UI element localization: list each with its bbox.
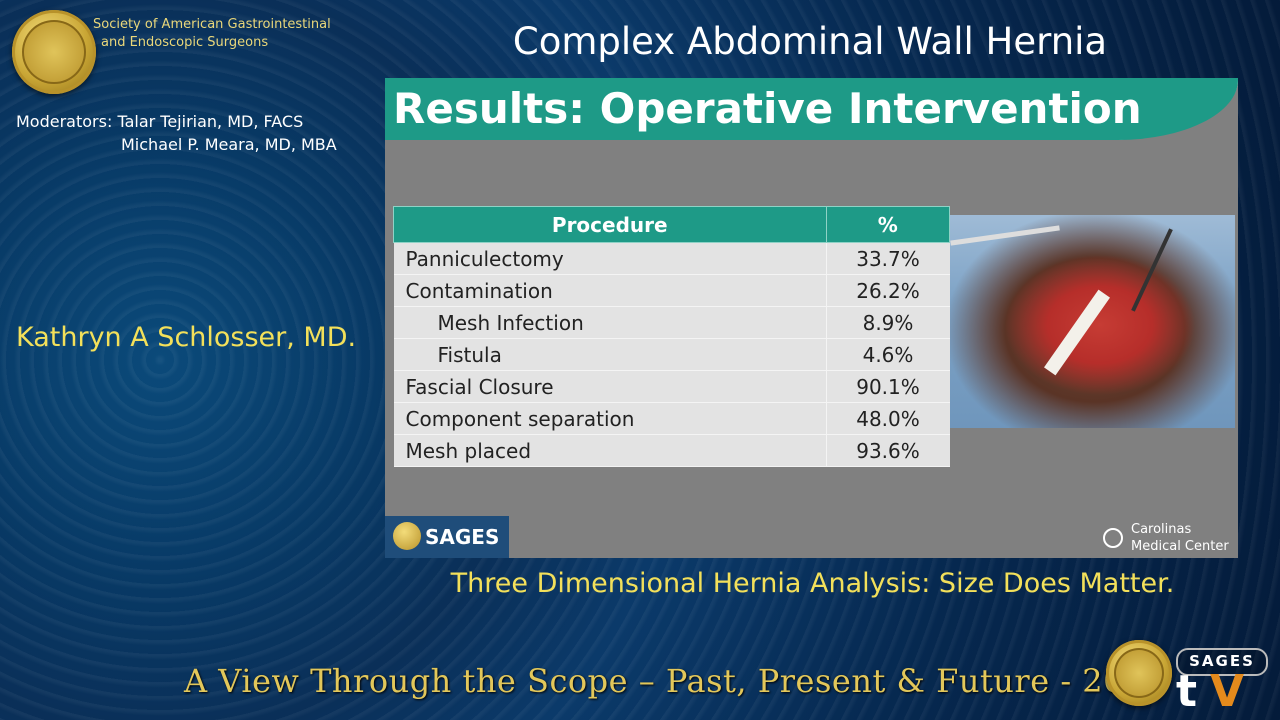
organization-line1: Society of American Gastrointestinal xyxy=(93,17,331,32)
sages-label: SAGES xyxy=(425,525,500,549)
procedure-cell: Panniculectomy xyxy=(393,242,827,275)
percent-cell: 4.6% xyxy=(826,338,950,371)
table-row: Mesh placed 93.6% xyxy=(393,434,950,467)
moderators-label: Moderators: xyxy=(16,112,113,131)
table-row: Contamination 26.2% xyxy=(393,274,950,307)
moderator-2: Michael P. Meara, MD, MBA xyxy=(121,135,337,154)
medical-center-logo: Carolinas Medical Center xyxy=(1131,521,1229,555)
results-table: Procedure % Panniculectomy 33.7% Contami… xyxy=(393,206,950,467)
procedure-cell: Mesh placed xyxy=(393,434,827,467)
sages-slide-logo: SAGES xyxy=(385,516,509,558)
procedure-cell: Fascial Closure xyxy=(393,370,827,403)
percent-cell: 26.2% xyxy=(826,274,950,307)
tv-t-letter: t xyxy=(1176,666,1198,717)
procedure-cell: Contamination xyxy=(393,274,827,307)
organization-name: Society of American Gastrointestinal and… xyxy=(93,16,331,52)
procedure-cell: Fistula xyxy=(393,338,827,371)
tv-v-letter: V xyxy=(1210,666,1245,717)
organization-line2: and Endoscopic Surgeons xyxy=(101,35,269,50)
moderators: Moderators: Talar Tejirian, MD, FACS Mic… xyxy=(16,110,337,156)
talk-title: Three Dimensional Hernia Analysis: Size … xyxy=(450,568,1175,599)
sages-tv-logo: SAGES t V xyxy=(1172,648,1270,717)
percent-cell: 33.7% xyxy=(826,242,950,275)
procedure-cell: Mesh Infection xyxy=(393,306,827,339)
procedure-cell: Component separation xyxy=(393,402,827,435)
table-row: Fascial Closure 90.1% xyxy=(393,370,950,403)
percent-cell: 93.6% xyxy=(826,434,950,467)
medical-center-line2: Medical Center xyxy=(1131,539,1229,554)
column-header-procedure: Procedure xyxy=(393,206,827,243)
sages-footer-seal xyxy=(1106,640,1172,706)
percent-cell: 8.9% xyxy=(826,306,950,339)
speaker-name: Kathryn A Schlosser, MD. xyxy=(16,322,357,353)
percent-cell: 90.1% xyxy=(826,370,950,403)
table-header-row: Procedure % xyxy=(393,206,950,243)
sages-seal-icon xyxy=(393,522,421,550)
sages-tv-label: SAGES xyxy=(1176,648,1268,676)
session-title: Complex Abdominal Wall Hernia xyxy=(512,20,1108,63)
table-row: Panniculectomy 33.7% xyxy=(393,242,950,275)
slide-title: Results: Operative Intervention xyxy=(393,84,1142,133)
column-header-percent: % xyxy=(825,206,950,243)
table-row: Fistula 4.6% xyxy=(393,338,950,371)
presentation-slide: Results: Operative Intervention Procedur… xyxy=(385,78,1238,558)
slide-header: Results: Operative Intervention xyxy=(385,78,1238,140)
medical-center-line1: Carolinas xyxy=(1131,522,1192,537)
percent-cell: 48.0% xyxy=(826,402,950,435)
surgical-photo xyxy=(950,215,1235,428)
moderator-1: Talar Tejirian, MD, FACS xyxy=(117,112,304,131)
leaf-icon xyxy=(1103,528,1123,548)
table-row: Component separation 48.0% xyxy=(393,402,950,435)
sages-seal-logo xyxy=(12,10,96,94)
table-row: Mesh Infection 8.9% xyxy=(393,306,950,339)
footer-tagline: A View Through the Scope – Past, Present… xyxy=(184,662,1166,700)
